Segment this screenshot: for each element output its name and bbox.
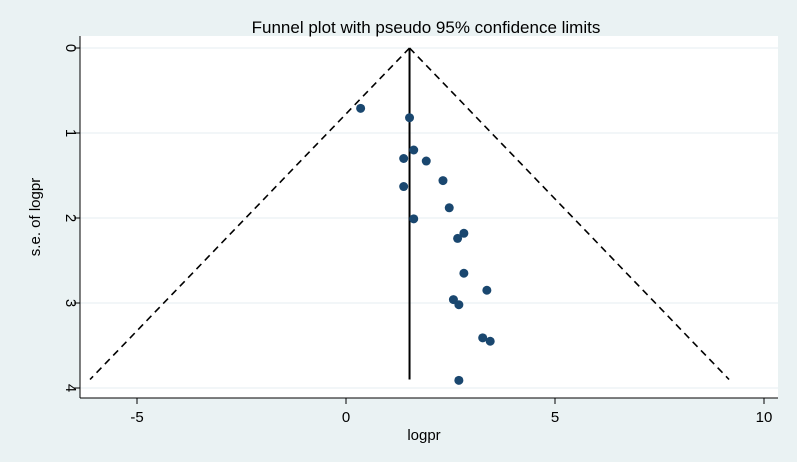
lower-confidence-limit xyxy=(89,47,411,381)
data-point-11 xyxy=(459,268,469,278)
x-tick-label-10: 10 xyxy=(756,409,773,426)
data-point-16 xyxy=(485,336,495,346)
upper-confidence-limit xyxy=(408,47,730,381)
data-point-9 xyxy=(459,228,469,238)
y-tick-label-3: 3 xyxy=(62,299,79,307)
y-tick-label-4: 4 xyxy=(62,384,79,392)
grid-lines xyxy=(80,47,778,389)
y-tick-label-1: 1 xyxy=(62,129,79,137)
axes: -5 0 5 10 0 1 2 3 4 xyxy=(62,36,778,426)
data-point-6 xyxy=(399,182,409,192)
data-point-14 xyxy=(454,300,464,310)
y-axis-title: s.e. of logpr xyxy=(27,178,44,256)
data-points xyxy=(356,103,495,385)
data-point-17 xyxy=(454,375,464,385)
y-tick-label-2: 2 xyxy=(62,214,79,222)
data-point-8 xyxy=(409,214,419,224)
data-point-2 xyxy=(409,145,419,155)
data-point-5 xyxy=(438,176,448,186)
data-point-0 xyxy=(356,103,366,113)
data-point-1 xyxy=(405,113,415,123)
y-tick-label-0: 0 xyxy=(62,44,79,52)
data-point-10 xyxy=(453,233,463,243)
x-tick-label--5: -5 xyxy=(130,409,143,426)
data-point-7 xyxy=(444,203,454,213)
data-point-4 xyxy=(421,156,431,166)
data-point-15 xyxy=(478,333,488,343)
data-point-3 xyxy=(399,154,409,163)
data-point-12 xyxy=(482,285,492,295)
x-axis-title: logpr xyxy=(407,427,440,444)
x-tick-label-0: 0 xyxy=(342,409,350,426)
funnel-lines xyxy=(89,47,730,381)
x-tick-label-5: 5 xyxy=(551,409,559,426)
chart-title: Funnel plot with pseudo 95% confidence l… xyxy=(252,18,601,37)
plot-area xyxy=(80,36,778,398)
